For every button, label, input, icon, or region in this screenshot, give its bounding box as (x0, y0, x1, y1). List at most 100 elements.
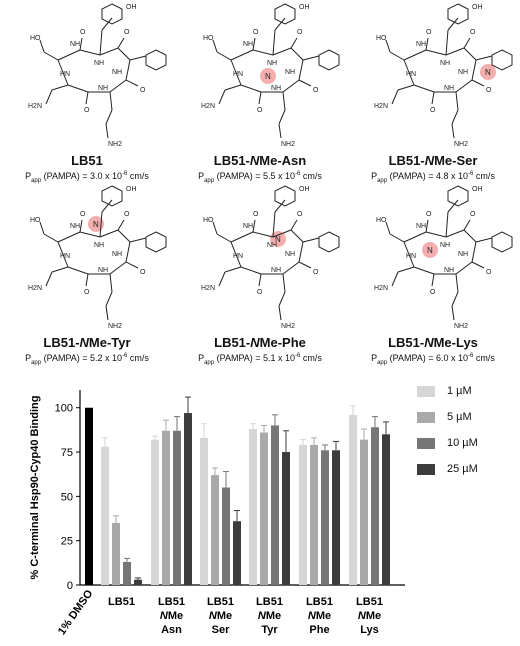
bar (382, 434, 390, 585)
bar (211, 475, 219, 585)
tyrosine-ring (101, 3, 123, 25)
bond (216, 233, 232, 243)
bar (162, 430, 170, 585)
bond (282, 273, 286, 293)
bond (101, 17, 113, 31)
atom-label: OH (472, 4, 483, 11)
bond (290, 219, 298, 231)
bond (403, 49, 427, 61)
methylated-n-label: N (427, 246, 433, 255)
bond (117, 219, 125, 231)
papp-part: cm/s (300, 353, 322, 363)
bond (252, 231, 274, 238)
compound-name-part: N (79, 335, 89, 350)
bond (425, 219, 429, 233)
bond (129, 237, 147, 243)
italic-n: N (160, 610, 169, 622)
bond (278, 123, 282, 139)
italic-n: N (209, 610, 218, 622)
atom-label: OH (126, 4, 137, 11)
bond (79, 49, 101, 56)
atom-label: O (140, 87, 146, 94)
y-tick-label: 25 (61, 536, 73, 548)
bond (240, 84, 262, 93)
atom-label: NH (112, 251, 122, 258)
papp-part: P (198, 353, 205, 363)
group-label-line: LB51 (207, 596, 234, 608)
papp-part: (PAMPA) = 5.2 x 10 (41, 353, 123, 363)
bond (240, 266, 262, 275)
atom-label: O (470, 211, 476, 218)
atom-label: O (257, 289, 263, 296)
papp-part: -6 (468, 171, 474, 177)
papp-part: cm/s (127, 171, 149, 181)
bond (274, 17, 286, 31)
atom-label: NH2 (281, 141, 295, 148)
bond (99, 29, 103, 56)
bond (252, 37, 256, 51)
compound-name-part: N (424, 153, 435, 168)
papp-value: Papp (PAMPA) = 6.0 x 10-6 cm/s (346, 350, 520, 369)
papp-part: P (25, 353, 32, 363)
compound-card: OH HO NH NH HN NH NH O O O O H2N NH2 N LB51-NMe-Phe Pap… (173, 182, 347, 369)
group-label-line: LB51 (108, 596, 135, 608)
bond (298, 261, 312, 269)
bond (298, 79, 312, 87)
bond (389, 51, 405, 61)
compound-name-part: N (424, 335, 434, 350)
bond (79, 37, 83, 51)
bond (129, 55, 147, 61)
bond (455, 273, 459, 293)
atom-label: O (470, 29, 476, 36)
bond (475, 55, 493, 61)
bond (258, 91, 262, 105)
y-tick-label: 100 (55, 403, 73, 415)
papp-part: (PAMPA) = 6.0 x 10 (387, 353, 469, 363)
bond (109, 261, 127, 275)
legend-item: 5 µM (417, 404, 478, 430)
legend-label: 1 µM (447, 385, 472, 397)
bond (57, 241, 69, 268)
papp-part: P (25, 171, 32, 181)
legend-swatch (417, 411, 435, 423)
bond (117, 47, 131, 61)
group-label-line: NMe (308, 610, 331, 622)
bond (455, 261, 473, 275)
legend-swatch (417, 463, 435, 475)
atom-label: HO (376, 217, 387, 224)
methylation-highlight (422, 242, 438, 258)
group-label-line: Tyr (261, 624, 278, 636)
bond (101, 199, 113, 213)
atom-label: O (313, 269, 319, 276)
tyrosine-ring (447, 3, 469, 25)
atom-label: NH (243, 223, 253, 230)
bond (57, 59, 69, 86)
bond (445, 229, 465, 238)
bond (125, 79, 139, 87)
group-label-line: Asn (161, 624, 182, 636)
atom-label: NH (416, 41, 426, 48)
papp-value: Papp (PAMPA) = 4.8 x 10-6 cm/s (346, 168, 520, 187)
bond (85, 91, 89, 105)
compound-name-part: N (250, 335, 260, 350)
legend-label: 5 µM (447, 411, 472, 423)
papp-value: Papp (PAMPA) = 5.2 x 10-6 cm/s (0, 350, 174, 369)
bond (109, 273, 113, 293)
phenyl-ring (318, 231, 340, 253)
compound-card: OH HO NH NH HN NH NH O O O O H2N NH2 N LB51-NMe-Tyr Pap… (0, 182, 174, 369)
atom-label: O (426, 211, 432, 218)
bond (425, 231, 447, 238)
bar (101, 446, 109, 585)
bond (274, 199, 286, 213)
bond (391, 271, 399, 287)
bond (302, 237, 320, 243)
bond (403, 231, 427, 243)
atom-label: NH2 (108, 323, 122, 330)
tyrosine-ring (447, 185, 469, 207)
bond (397, 84, 415, 91)
bond (397, 266, 415, 273)
compound-name-part: N (249, 153, 260, 168)
atom-label: O (80, 211, 86, 218)
bond (385, 221, 391, 235)
